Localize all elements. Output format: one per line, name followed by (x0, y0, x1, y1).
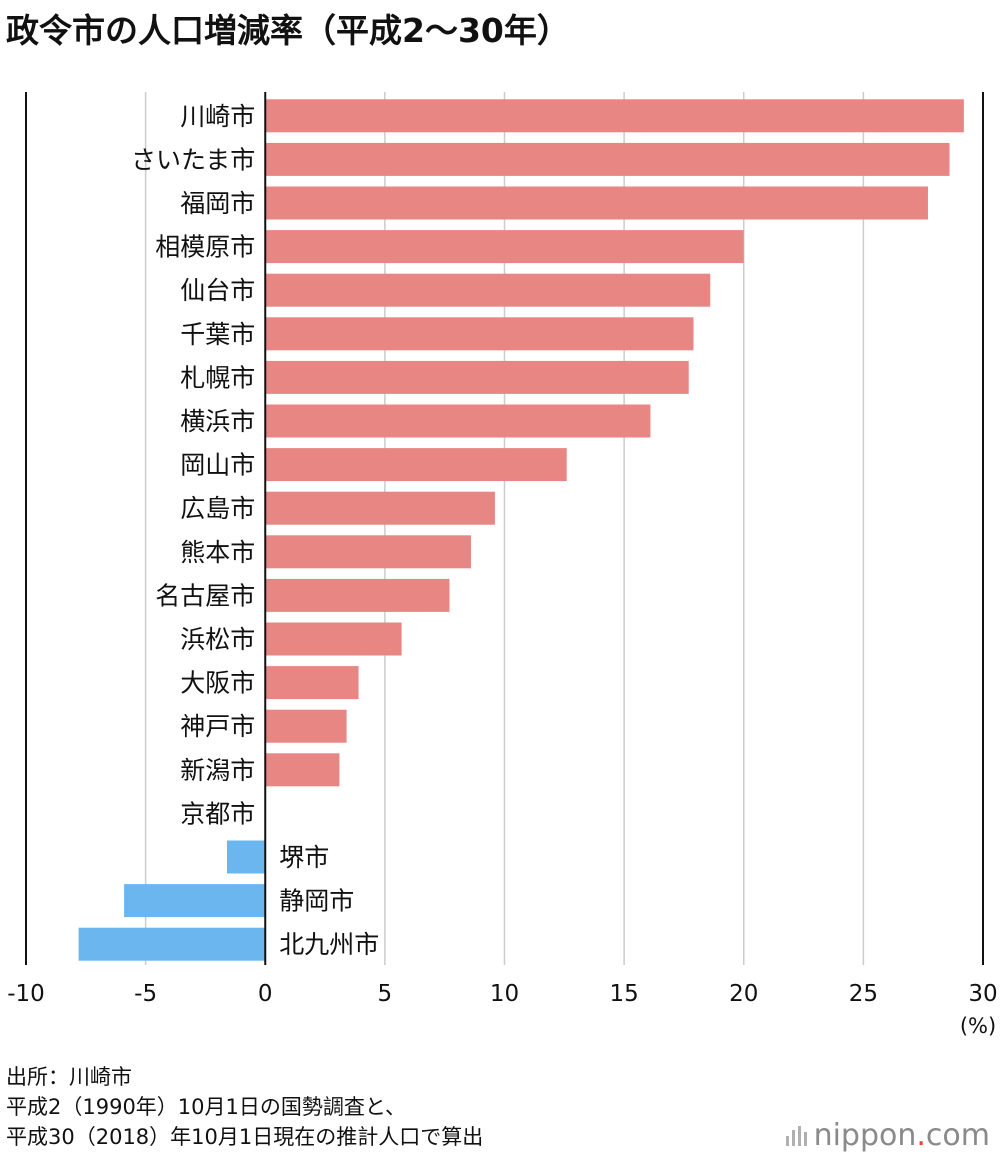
logo-main: nippon (813, 1118, 917, 1153)
category-label: 相模原市 (155, 233, 255, 262)
category-label: 福岡市 (180, 189, 255, 218)
x-tick-label: 30 (968, 981, 997, 1007)
logo-suffix: com (925, 1118, 990, 1153)
bar (265, 360, 689, 394)
source-note: 出所：川崎市 平成2（1990年）10月1日の国勢調査と、 平成30（2018）… (6, 1062, 483, 1152)
category-label: 北九州市 (279, 930, 379, 959)
x-tick-label: 0 (258, 981, 273, 1007)
bar (265, 230, 744, 264)
x-tick-label: -5 (134, 981, 157, 1007)
x-tick-label: 25 (849, 981, 878, 1007)
x-tick-label: 5 (378, 981, 393, 1007)
bar (265, 273, 711, 307)
bar (265, 753, 340, 787)
bar (265, 186, 928, 220)
bar (265, 317, 694, 351)
category-label: 京都市 (180, 799, 255, 828)
category-label: 仙台市 (180, 276, 255, 305)
unit-label: (%) (960, 1014, 996, 1038)
category-label: 岡山市 (180, 451, 255, 480)
chart-title: 政令市の人口増減率（平成2〜30年） (6, 11, 570, 50)
category-label: 広島市 (180, 494, 255, 523)
x-tick-label: 10 (490, 981, 519, 1007)
category-labels: 川崎市さいたま市福岡市相模原市仙台市千葉市札幌市横浜市岡山市広島市熊本市名古屋市… (131, 102, 379, 959)
bar (124, 884, 266, 918)
category-label: 静岡市 (279, 887, 354, 916)
x-tick-labels: -10 -5 0 5 10 15 20 25 30 (7, 981, 997, 1007)
category-label: 堺市 (279, 843, 329, 872)
category-label: さいたま市 (131, 145, 255, 174)
bar (265, 491, 495, 525)
bar (265, 142, 950, 176)
category-label: 神戸市 (180, 712, 255, 741)
bar (265, 404, 651, 438)
bar (265, 709, 347, 743)
category-label: 千葉市 (180, 320, 255, 349)
grid-lines (25, 92, 984, 965)
category-label: 大阪市 (180, 669, 255, 698)
x-tick-label: -10 (7, 981, 45, 1007)
bar (265, 448, 567, 482)
source-line: 出所：川崎市 (6, 1065, 132, 1089)
bar (265, 666, 359, 700)
category-label: 新潟市 (180, 756, 255, 785)
category-label: 浜松市 (180, 625, 255, 654)
bar (78, 927, 266, 961)
category-label: 名古屋市 (155, 581, 255, 610)
bar (265, 99, 964, 133)
x-tick-label: 15 (609, 981, 638, 1007)
bar (265, 578, 450, 612)
source-line: 平成2（1990年）10月1日の国勢調査と、 (6, 1095, 407, 1119)
category-label: 横浜市 (180, 407, 255, 436)
category-label: 川崎市 (180, 102, 255, 131)
bars (78, 99, 964, 961)
source-line: 平成30（2018）年10月1日現在の推計人口で算出 (6, 1125, 484, 1149)
x-tick-label: 20 (729, 981, 758, 1007)
logo-dot: . (916, 1118, 926, 1153)
bar (265, 622, 402, 656)
logo-bars-icon (785, 1125, 808, 1146)
bar (226, 840, 266, 874)
bar (265, 535, 472, 569)
category-label: 札幌市 (180, 363, 255, 392)
category-label: 熊本市 (180, 538, 255, 567)
nippon-logo: nippon. com (785, 1118, 990, 1153)
